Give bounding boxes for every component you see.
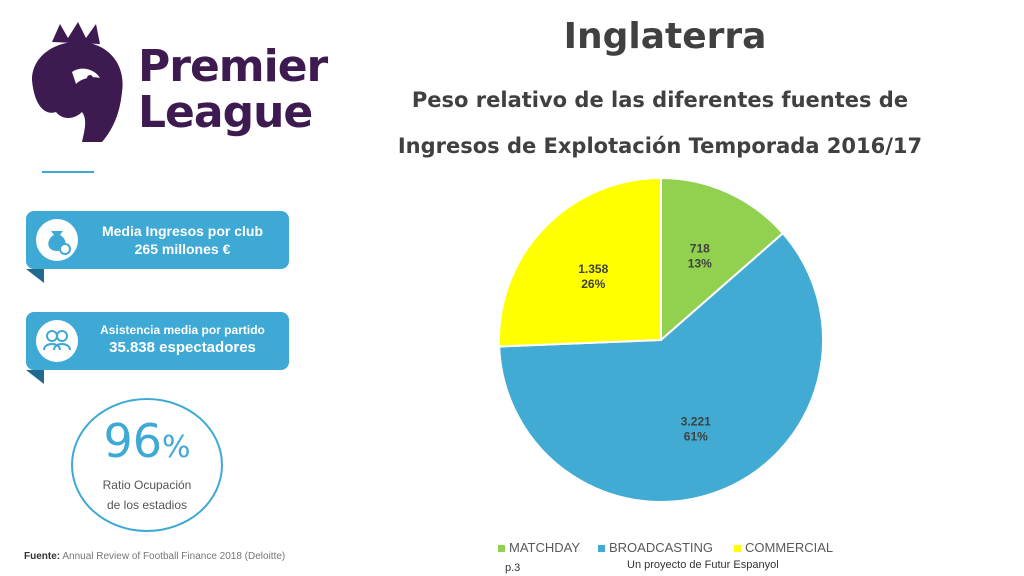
- attendance-label: Asistencia media por partido: [100, 323, 265, 337]
- divider: [42, 171, 94, 173]
- logo-text-league: League: [138, 87, 313, 138]
- legend-label: MATCHDAY: [509, 540, 581, 555]
- legend-label: BROADCASTING: [609, 540, 714, 555]
- legend-swatch: [598, 545, 605, 553]
- slice-label-percent: 13%: [688, 256, 712, 270]
- legend-item-commercial: COMMERCIAL: [734, 540, 833, 555]
- legend-swatch: [498, 545, 505, 553]
- legend-item-broadcasting: BROADCASTING: [598, 540, 713, 555]
- slice-label-value: 3.221: [681, 414, 711, 428]
- premier-league-logo: [22, 20, 322, 150]
- chart-subtitle-line1: Peso relativo de las diferentes fuentes …: [411, 88, 909, 112]
- pie-slice-matchday: [660, 176, 785, 343]
- slice-label-value: 718: [690, 241, 710, 255]
- logo-text-premier: Premier: [138, 41, 328, 92]
- lion-crest-icon: [32, 22, 123, 142]
- income-banner: Media Ingresos por club 265 millones €: [26, 211, 289, 283]
- occupancy-label-line1: Ratio Ocupación: [102, 478, 192, 492]
- income-value: 265 millones €: [134, 241, 231, 257]
- income-label: Media Ingresos por club: [101, 223, 264, 239]
- occupancy-value: 96%: [103, 414, 191, 468]
- money-bag-icon: [36, 219, 78, 261]
- occupancy-label-line2: de los estadios: [106, 498, 188, 512]
- slice-label-percent: 61%: [684, 429, 708, 443]
- attendance-value: 35.838 espectadores: [109, 339, 256, 356]
- chart-subtitle-line2: Ingresos de Explotación Temporada 2016/1…: [397, 134, 923, 158]
- legend-swatch: [734, 545, 741, 553]
- attendance-banner: Asistencia media por partido 35.838 espe…: [26, 312, 289, 384]
- pie-slice-broadcasting: [498, 231, 824, 503]
- source-note: Fuente: Annual Review of Football Financ…: [24, 551, 286, 562]
- slice-label-value: 1.358: [578, 262, 608, 276]
- chart-legend: MATCHDAY BROADCASTING COMMERCIAL: [498, 540, 858, 556]
- project-credit: Un proyecto de Futur Espanyol: [627, 559, 779, 571]
- legend-label: COMMERCIAL: [745, 540, 834, 555]
- occupancy-ring: [71, 398, 223, 532]
- legend-item-matchday: MATCHDAY: [498, 540, 580, 555]
- pie-slice-commercial: [498, 176, 662, 348]
- page-title: Inglaterra: [563, 16, 767, 57]
- people-icon: [36, 320, 78, 362]
- banner-fold: [26, 269, 44, 283]
- banner-fold: [26, 370, 44, 384]
- page-number: p.3: [505, 562, 521, 574]
- slice-label-percent: 26%: [581, 277, 605, 291]
